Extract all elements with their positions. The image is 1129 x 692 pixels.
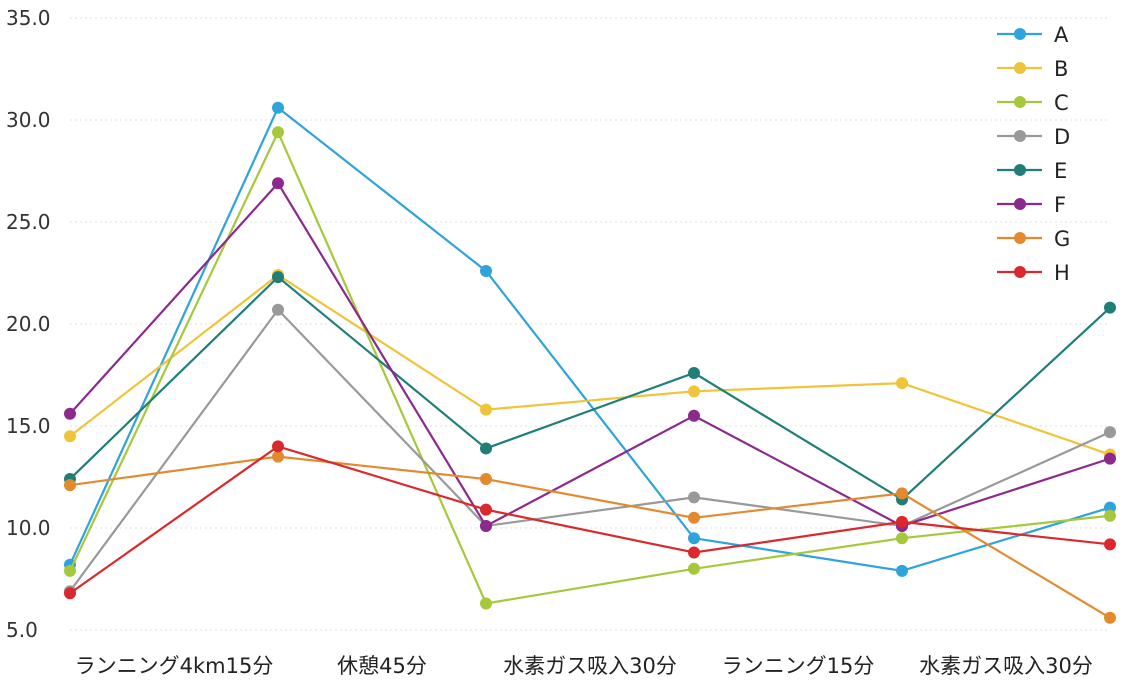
grid xyxy=(70,17,1110,631)
legend-item-d: D xyxy=(997,125,1070,149)
data-point xyxy=(480,503,492,516)
data-point xyxy=(1104,538,1116,551)
data-point xyxy=(272,271,284,284)
legend-item-a: A xyxy=(997,23,1069,47)
legend-item-c: C xyxy=(997,91,1069,115)
legend-label: F xyxy=(1054,193,1066,217)
data-point xyxy=(480,519,492,532)
series-h xyxy=(64,440,1116,600)
x-tick-label: 休憩45分 xyxy=(337,654,427,678)
y-axis-ticks: 5.0 10.0 15.0 20.0 25.0 30.0 35.0 xyxy=(6,6,51,642)
series-line xyxy=(69,445,1111,595)
legend-marker xyxy=(1014,198,1026,210)
data-point xyxy=(688,491,700,504)
data-point xyxy=(1104,611,1116,624)
y-tick-label: 10.0 xyxy=(6,516,51,540)
y-tick-label: 5.0 xyxy=(6,618,38,642)
data-point xyxy=(272,177,284,190)
y-tick-label: 35.0 xyxy=(6,6,51,30)
data-point xyxy=(896,532,908,545)
data-point xyxy=(64,407,76,420)
series-line xyxy=(69,182,1111,528)
series-a xyxy=(64,101,1116,577)
legend-label: H xyxy=(1054,261,1070,285)
series-b xyxy=(64,269,1116,461)
data-point xyxy=(896,377,908,390)
data-point xyxy=(896,564,908,577)
y-tick-label: 15.0 xyxy=(6,414,51,438)
data-point xyxy=(688,511,700,524)
data-point xyxy=(272,303,284,316)
data-point xyxy=(64,479,76,492)
legend-label: D xyxy=(1054,125,1070,149)
data-point xyxy=(688,546,700,559)
series-line xyxy=(69,275,1111,501)
y-tick-label: 25.0 xyxy=(6,210,51,234)
series-line xyxy=(68,106,1111,572)
y-tick-label: 20.0 xyxy=(6,312,51,336)
legend-label: E xyxy=(1054,159,1067,183)
series-line xyxy=(69,131,1111,605)
data-point xyxy=(64,587,76,600)
data-point xyxy=(480,597,492,610)
legend-item-f: F xyxy=(997,193,1066,217)
data-point xyxy=(272,126,284,139)
data-point xyxy=(688,409,700,422)
series-line xyxy=(69,308,1111,592)
data-point xyxy=(688,385,700,398)
legend-marker xyxy=(1014,28,1026,40)
data-point xyxy=(272,101,284,114)
series-line xyxy=(69,455,1111,619)
x-tick-label: 水素ガス吸入30分 xyxy=(919,654,1093,678)
data-point xyxy=(688,532,700,545)
data-point xyxy=(64,564,76,577)
legend-marker xyxy=(1014,130,1026,142)
data-point xyxy=(896,515,908,528)
data-point xyxy=(272,440,284,453)
legend-label: G xyxy=(1054,227,1070,251)
data-point xyxy=(688,366,700,379)
legend-label: B xyxy=(1054,57,1068,81)
data-point xyxy=(1104,301,1116,314)
data-point xyxy=(1104,509,1116,522)
data-point xyxy=(688,562,700,575)
series-g xyxy=(64,450,1116,624)
data-point xyxy=(896,487,908,500)
x-tick-label: ランニング15分 xyxy=(722,654,875,678)
legend-item-g: G xyxy=(997,227,1070,251)
data-point xyxy=(1104,426,1116,439)
legend-item-b: B xyxy=(997,57,1068,81)
legend-marker xyxy=(1014,164,1026,176)
data-point xyxy=(480,473,492,486)
x-tick-label: 水素ガス吸入30分 xyxy=(503,654,677,678)
series-e xyxy=(64,271,1116,506)
data-point xyxy=(64,430,76,443)
series-lines xyxy=(64,101,1116,624)
data-point xyxy=(480,264,492,277)
legend-item-e: E xyxy=(997,159,1067,183)
legend-item-h: H xyxy=(997,261,1070,285)
y-tick-label: 30.0 xyxy=(6,108,51,132)
series-c xyxy=(64,126,1116,610)
legend-marker xyxy=(1014,232,1026,244)
legend-marker xyxy=(1014,62,1026,74)
x-axis-ticks: ランニング4km15分 休憩45分 水素ガス吸入30分 ランニング15分 水素ガス吸入3… xyxy=(75,654,1093,678)
data-point xyxy=(1104,452,1116,465)
data-point xyxy=(272,450,284,463)
legend-marker xyxy=(1014,266,1026,278)
x-tick-label: ランニング4km15分 xyxy=(75,654,274,678)
data-point xyxy=(480,403,492,416)
data-point xyxy=(480,442,492,455)
series-line xyxy=(69,273,1111,456)
legend-marker xyxy=(1014,96,1026,108)
legend-label: C xyxy=(1054,91,1069,115)
legend-label: A xyxy=(1054,23,1069,47)
